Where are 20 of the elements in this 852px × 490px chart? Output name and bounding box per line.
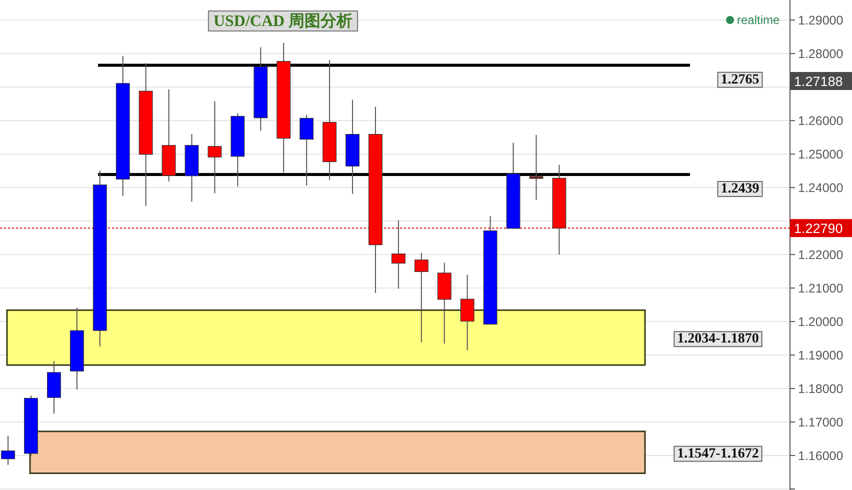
y-tick-label: 1.21000 xyxy=(798,282,844,296)
y-tick-label: 1.20000 xyxy=(798,315,844,330)
y-tick-label: 1.19000 xyxy=(798,348,844,363)
ref-line-label: 1.2439 xyxy=(720,182,760,196)
text: USD/CAD 周图分析 xyxy=(213,12,353,30)
y-tick-label: 1.16000 xyxy=(798,449,844,463)
band-label: 1.2034-1.1870 xyxy=(677,332,759,347)
text: 1.27188 xyxy=(794,74,843,89)
y-tick-label: 1.18000 xyxy=(798,382,844,396)
y-tick-label: 1.24000 xyxy=(798,181,844,196)
ref-line-label: 1.22790 xyxy=(794,221,843,236)
band-label: 1.1547-1.1672 xyxy=(677,446,759,462)
y-tick-label: 1.29000 xyxy=(798,14,844,28)
y-tick-label: 1.22000 xyxy=(798,248,844,262)
annotation: realtime xyxy=(737,13,780,27)
y-tick-label: 1.25000 xyxy=(798,148,844,162)
ref-line-label: 1.2765 xyxy=(720,72,760,88)
y-tick-label: 1.26000 xyxy=(798,114,844,128)
y-tick-label: 1.28000 xyxy=(798,47,844,62)
y-tick-label: 1.17000 xyxy=(798,416,844,430)
